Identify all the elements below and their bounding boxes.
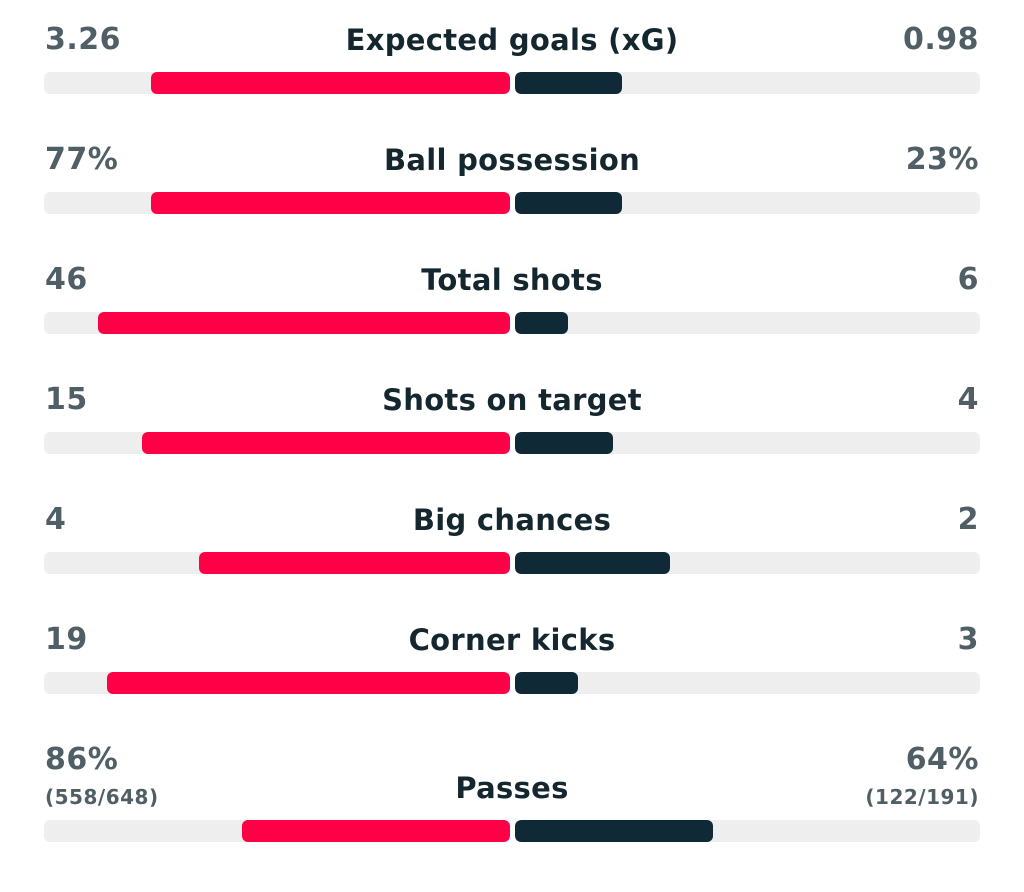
stat-label: Shots on target bbox=[382, 383, 642, 417]
home-bar-track bbox=[44, 192, 510, 214]
away-bar-fill bbox=[515, 552, 670, 574]
home-bar-track bbox=[44, 552, 510, 574]
stat-row-ball-possession: 77% Ball possession 23% bbox=[0, 120, 1024, 230]
home-value: 46 bbox=[45, 262, 88, 297]
away-bar-fill bbox=[515, 72, 622, 94]
away-bar-fill bbox=[515, 312, 569, 334]
stat-label: Passes bbox=[455, 771, 569, 805]
stat-label: Ball possession bbox=[383, 143, 641, 177]
stat-row-expected-goals: 3.26 Expected goals (xG) 0.98 bbox=[0, 0, 1024, 110]
away-value: 4 bbox=[957, 382, 979, 417]
stat-row-shots-on-target: 15 Shots on target 4 bbox=[0, 360, 1024, 470]
stat-row-total-shots: 46 Total shots 6 bbox=[0, 240, 1024, 350]
stat-row-corner-kicks: 19 Corner kicks 3 bbox=[0, 600, 1024, 710]
away-value: 64% bbox=[905, 742, 979, 777]
away-bar-fill bbox=[515, 432, 613, 454]
home-detail: (558/648) bbox=[45, 785, 159, 809]
stat-label: Total shots bbox=[421, 263, 603, 297]
home-bar-fill bbox=[141, 432, 510, 454]
home-bar-track bbox=[44, 820, 510, 842]
home-bar-fill bbox=[151, 72, 510, 94]
away-value: 3 bbox=[957, 622, 979, 657]
home-bar-track bbox=[44, 672, 510, 694]
away-value: 6 bbox=[957, 262, 979, 297]
away-detail: (122/191) bbox=[865, 785, 979, 809]
stat-row-passes: 86% (558/648) Passes 64% (122/191) bbox=[0, 720, 1024, 850]
home-bar-fill bbox=[151, 192, 510, 214]
away-bar-track bbox=[515, 820, 980, 842]
home-bar-fill bbox=[97, 312, 510, 334]
home-bar-fill bbox=[242, 820, 510, 842]
away-bar-track bbox=[515, 72, 980, 94]
away-bar-track bbox=[515, 552, 980, 574]
stat-label: Expected goals (xG) bbox=[345, 23, 679, 57]
away-bar-track bbox=[515, 312, 980, 334]
stat-row-big-chances: 4 Big chances 2 bbox=[0, 480, 1024, 590]
stat-label: Corner kicks bbox=[408, 623, 616, 657]
home-bar-fill bbox=[199, 552, 510, 574]
home-value: 3.26 bbox=[45, 22, 122, 57]
home-bar-track bbox=[44, 312, 510, 334]
away-value: 2 bbox=[957, 502, 979, 537]
home-value: 4 bbox=[45, 502, 67, 537]
home-bar-fill bbox=[107, 672, 510, 694]
home-value: 77% bbox=[45, 142, 119, 177]
home-value: 19 bbox=[45, 622, 88, 657]
away-bar-track bbox=[515, 432, 980, 454]
away-value: 0.98 bbox=[902, 22, 979, 57]
away-value: 23% bbox=[905, 142, 979, 177]
away-bar-track bbox=[515, 192, 980, 214]
stat-label: Big chances bbox=[412, 503, 612, 537]
home-value: 15 bbox=[45, 382, 88, 417]
home-bar-track bbox=[44, 72, 510, 94]
away-bar-fill bbox=[515, 192, 622, 214]
home-value: 86% bbox=[45, 742, 119, 777]
away-bar-track bbox=[515, 672, 980, 694]
home-bar-track bbox=[44, 432, 510, 454]
away-bar-fill bbox=[515, 820, 713, 842]
away-bar-fill bbox=[515, 672, 579, 694]
